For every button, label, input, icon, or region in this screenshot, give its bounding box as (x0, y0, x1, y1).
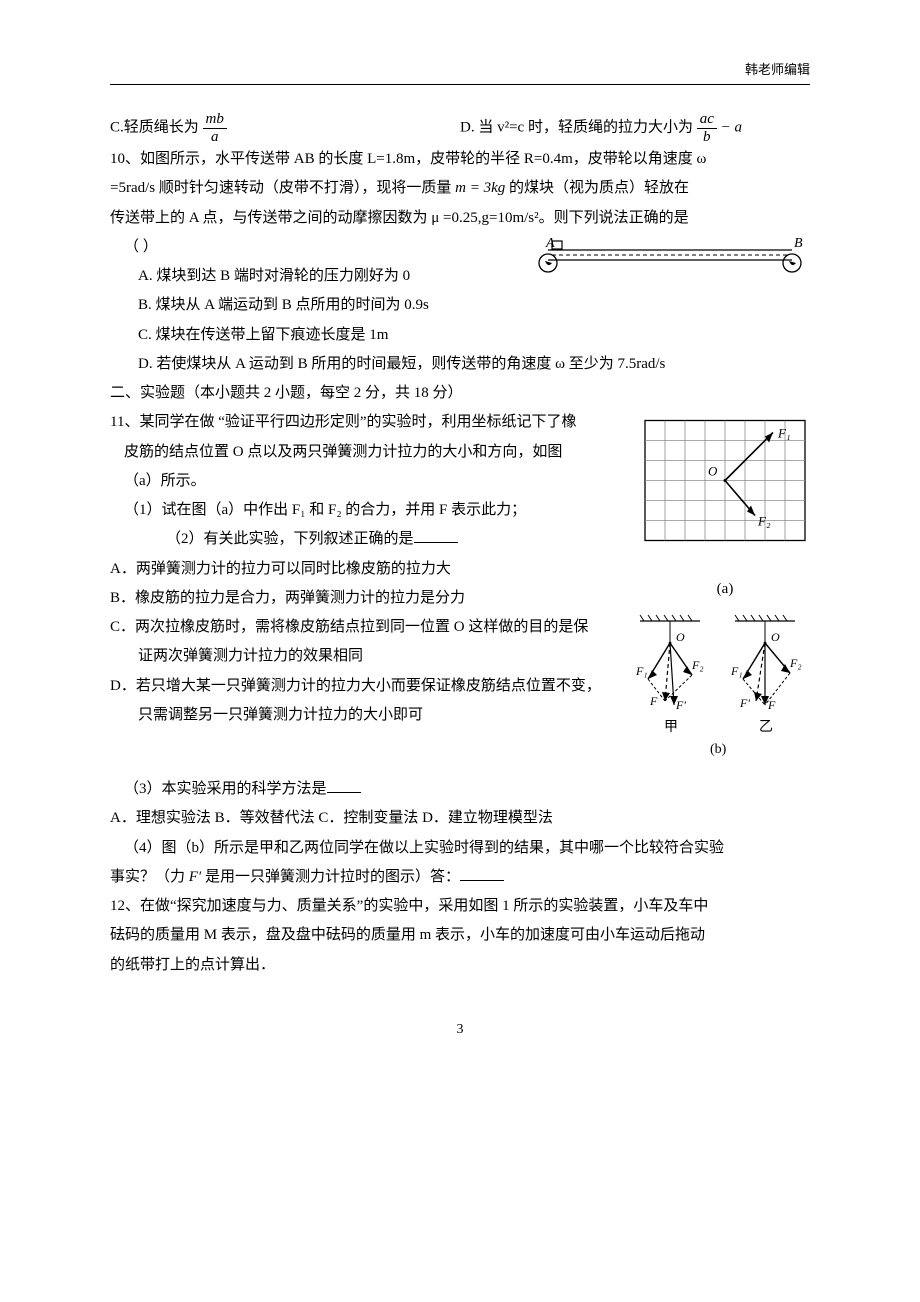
svg-text:F₁: F₁ (635, 664, 648, 678)
forces-icon: O F₁ F₂ F F′ 甲 O (630, 604, 810, 764)
q9-option-d: D. 当 v²=c 时，轻质绳的拉力大小为 ac b − a (460, 111, 810, 145)
q11-p3-text: （3）本实验采用的科学方法是 (124, 781, 327, 797)
q9-d-frac-num: ac (697, 111, 717, 129)
belt-icon: A B (530, 235, 810, 275)
header-rule: 韩老师编辑 (110, 60, 810, 85)
svg-text:F₁: F₁ (730, 664, 743, 678)
figure-a-caption: (a) (640, 575, 810, 604)
q10-opt-b: B. 煤块从 A 端运动到 B 点所用的时间为 0.9s (110, 291, 810, 320)
grid-icon: F₁ O F₂ (640, 408, 810, 563)
q11-p4a: （4）图（b）所示是甲和乙两位同学在做以上实验时得到的结果，其中哪一个比较符合实… (110, 834, 810, 863)
q11-block: F₁ O F₂ (a) 11、某同学在做 “验证平行四边形定则”的实验时，利用坐… (110, 408, 810, 775)
grid-f2: F₂ (757, 514, 771, 529)
blank-3[interactable] (460, 865, 504, 881)
header-editor: 韩老师编辑 (745, 57, 810, 82)
q11-figure-a: F₁ O F₂ (a) (640, 408, 810, 604)
grid-o: O (708, 464, 718, 479)
q12-line3: 的纸带打上的点计算出． (110, 951, 810, 980)
q11-p3-options: A．理想实验法 B．等效替代法 C．控制变量法 D．建立物理模型法 (110, 804, 810, 833)
blank-2[interactable] (327, 777, 361, 793)
section2-heading: 二、实验题（本小题共 2 小题，每空 2 分，共 18 分） (110, 379, 810, 408)
q10-opt-c: C. 煤块在传送带上留下痕迹长度是 1m (110, 321, 810, 350)
q9-c-frac-den: a (203, 129, 227, 146)
svg-text:O: O (771, 630, 780, 644)
q10-belt-figure: A B (530, 235, 810, 286)
q11-p4b-ital: F′ (189, 869, 201, 885)
q12-line2: 砝码的质量用 M 表示，盘及盘中砝码的质量用 m 表示，小车的加速度可由小车运动… (110, 921, 810, 950)
q10-line3: 传送带上的 A 点，与传送带之间的动摩擦因数为 μ =0.25,g=10m/s²… (110, 204, 810, 233)
svg-text:F: F (649, 694, 658, 708)
q9-c-fraction: mb a (203, 111, 227, 145)
q9-option-c: C.轻质绳长为 mb a (110, 111, 460, 145)
svg-text:甲: 甲 (664, 720, 678, 735)
svg-text:F′: F′ (675, 698, 686, 712)
q11-p3: （3）本实验采用的科学方法是 (110, 775, 810, 804)
q9-d-text: D. 当 v²=c 时，轻质绳的拉力大小为 (460, 119, 697, 135)
q10-line2-a: =5rad/s 顺时针匀速转动（皮带不打滑），现将一质量 (110, 180, 455, 196)
q10-line1: 10、如图所示，水平传送带 AB 的长度 L=1.8m，皮带轮的半径 R=0.4… (110, 145, 810, 174)
q12-line1: 12、在做“探究加速度与力、质量关系”的实验中，采用如图 1 所示的实验装置，小… (110, 892, 810, 921)
belt-label-b: B (794, 236, 803, 251)
q11-p4b-a: 事实？（力 (110, 869, 189, 885)
q11-figure-b: O F₁ F₂ F F′ 甲 O (630, 604, 810, 775)
svg-text:F′: F′ (739, 696, 750, 710)
q11-p4b: 事实？（力 F′ 是用一只弹簧测力计拉时的图示）答： (110, 863, 810, 892)
svg-text:F₂: F₂ (691, 658, 704, 672)
q10-opt-d: D. 若使煤块从 A 运动到 B 所用的时间最短，则传送带的角速度 ω 至少为 … (110, 350, 810, 379)
q9-options-line: C.轻质绳长为 mb a D. 当 v²=c 时，轻质绳的拉力大小为 ac b … (110, 111, 810, 145)
svg-text:F: F (767, 698, 776, 712)
q9-d-frac-den: b (697, 129, 717, 146)
svg-text:(b): (b) (710, 742, 727, 757)
q9-d-fraction: ac b (697, 111, 717, 145)
svg-text:F₂: F₂ (789, 656, 802, 670)
q11-p4b-mid: 是用一只弹簧测力计拉时的图示）答： (201, 869, 460, 885)
q9-c-text: C.轻质绳长为 (110, 119, 203, 135)
page-number: 3 (110, 1016, 810, 1043)
q10-line2-m: m = 3kg (455, 180, 505, 196)
q9-d-tail: − a (721, 119, 742, 135)
svg-text:O: O (676, 630, 685, 644)
q11-p2-text: （2）有关此实验，下列叙述正确的是 (166, 531, 414, 547)
blank-1[interactable] (414, 527, 458, 543)
q10-line2-b: 的煤块（视为质点）轻放在 (505, 180, 689, 196)
svg-text:乙: 乙 (759, 719, 773, 735)
q10-line2: =5rad/s 顺时针匀速转动（皮带不打滑），现将一质量 m = 3kg 的煤块… (110, 174, 810, 203)
grid-f1: F₁ (777, 426, 790, 441)
q9-c-frac-num: mb (203, 111, 227, 129)
